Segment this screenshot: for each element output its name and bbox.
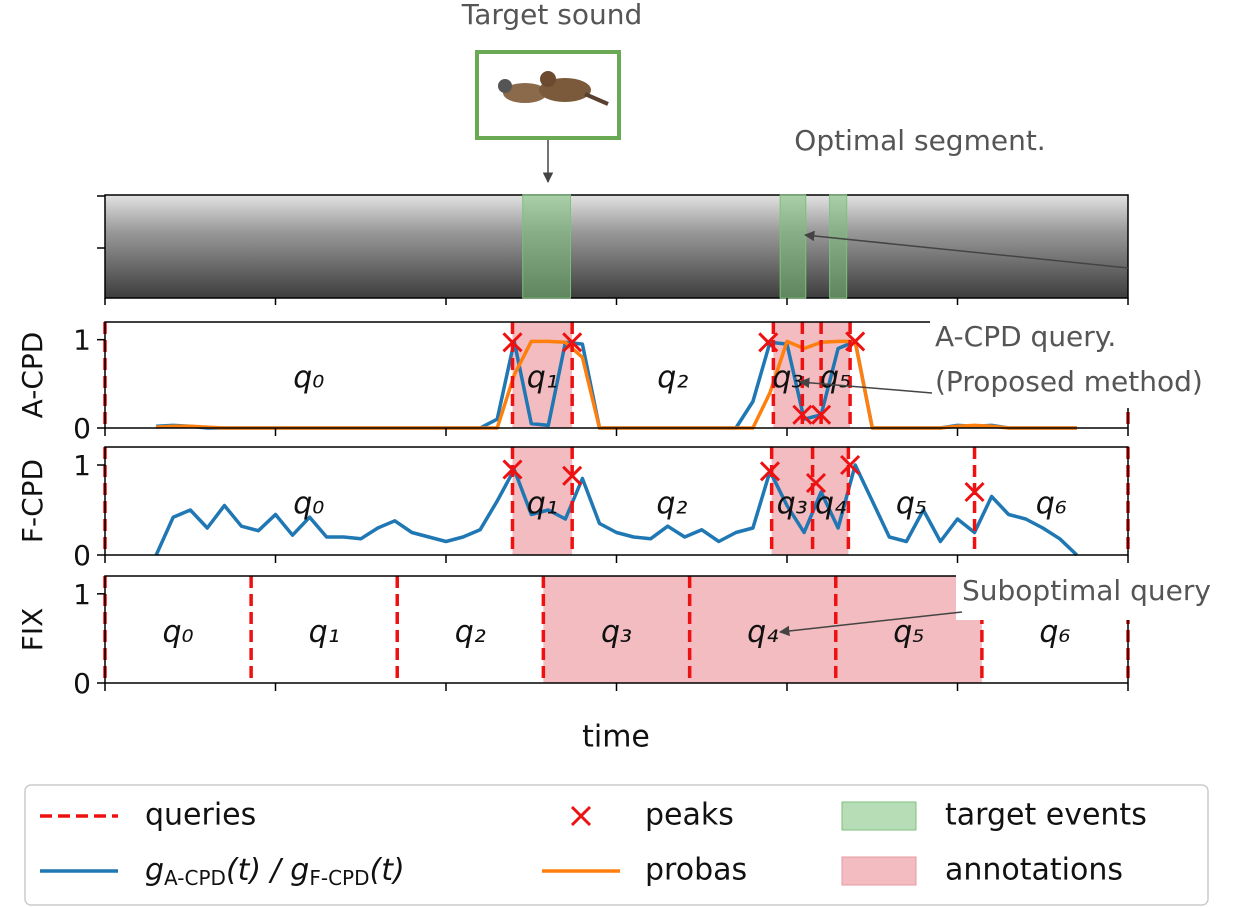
legend-label: gA-CPD(t) / gF-CPD(t): [145, 853, 405, 890]
query-label: q₃: [772, 361, 803, 396]
y-axis-label: FIX: [16, 608, 49, 652]
legend-label: queries: [145, 798, 256, 833]
peak-marker: [562, 332, 583, 353]
peak-marker: [805, 472, 827, 494]
query-label: q₃: [601, 615, 632, 650]
query-label: q₀: [293, 361, 324, 396]
peak-marker: [502, 459, 523, 480]
query-label: q₁: [309, 615, 340, 650]
x-axis-label: time: [582, 720, 650, 755]
query-label: q₅: [893, 615, 924, 650]
spectrogram: [104, 194, 1129, 299]
legend-handle-target-events: [841, 801, 917, 831]
query-label: q₁: [527, 361, 558, 396]
panel: q₀ q₁ q₂ q₃ q₅ 0 1 A-CPD: [16, 321, 1130, 445]
legend-label-part: g: [290, 853, 309, 888]
target-event: [779, 194, 807, 299]
acpd-query-label: A-CPD query.: [935, 320, 1116, 353]
target-event: [829, 194, 848, 299]
query-label: q₀: [293, 487, 324, 522]
suboptimal-query-label: Suboptimal query: [962, 574, 1211, 607]
query-label: q₅: [896, 487, 927, 522]
peak-marker: [811, 404, 832, 425]
legend-label: target events: [945, 798, 1147, 833]
panel: q₀ q₁ q₂ q₃ q₄ q₅ q₆ 0 1 FIX: [16, 575, 1130, 700]
target-events: [104, 194, 1129, 305]
query-label: q₁: [527, 487, 558, 522]
peak-marker: [840, 454, 861, 476]
series-line: [154, 463, 1079, 557]
legend-label-part: F-CPD: [309, 866, 369, 890]
query-label: q₃: [777, 487, 808, 522]
arrow: [778, 611, 963, 637]
peak-marker: [964, 481, 985, 503]
peak-marker: [845, 331, 866, 352]
peak-marker: [759, 461, 781, 482]
legend-handle-peaks: [570, 805, 592, 827]
peak-marker: [562, 465, 583, 486]
query-label: q₀: [163, 615, 194, 650]
annotation-region: [543, 576, 982, 683]
legend-label-part: (t) /: [226, 853, 290, 888]
legend-label-part: g: [145, 853, 164, 888]
legend-label-part: A-CPD: [164, 866, 226, 890]
annotation-box: [956, 574, 1258, 620]
target-event: [522, 194, 571, 299]
y-tick-label: 0: [73, 667, 91, 700]
acpd-query-label: (Proposed method): [935, 365, 1203, 398]
peak-marker: [758, 332, 779, 353]
y-tick-label: 1: [73, 578, 91, 611]
bird-image: [475, 50, 621, 140]
legend-label: probas: [645, 853, 747, 888]
arrow: [798, 377, 933, 394]
query-label: q₂: [657, 361, 688, 396]
y-axis-label: F-CPD: [16, 459, 49, 543]
annotation-region: [773, 322, 851, 428]
target-sound-label: Target sound: [461, 0, 643, 31]
query-label: q₄: [815, 487, 846, 522]
legend-label: peaks: [645, 798, 734, 833]
legend-label-part: (t): [370, 853, 405, 888]
query-label: q₆: [1039, 615, 1070, 650]
query-label: q₄: [747, 615, 778, 650]
peak-marker: [502, 332, 523, 353]
annotation-region: [512, 447, 573, 555]
peak-marker: [792, 404, 813, 425]
query-label: q₆: [1036, 487, 1067, 522]
optimal-segment-label: Optimal segment.: [794, 124, 1045, 157]
query-label: q₅: [820, 361, 851, 396]
query-label: q₂: [455, 615, 486, 650]
legend-handle-annotations: [841, 856, 917, 886]
y-axis-label: A-CPD: [16, 332, 49, 419]
y-tick-label: 1: [73, 324, 91, 357]
query-label: q₂: [656, 487, 687, 522]
annotation-box: [930, 318, 1258, 408]
legend-label: annotations: [945, 853, 1123, 888]
y-tick-label: 0: [73, 539, 91, 572]
panel: q₀ q₁ q₂ q₃ q₄ q₅ q₆ 0 1 F-CPD: [16, 446, 1130, 572]
arrow: [803, 230, 1129, 269]
y-tick-label: 0: [73, 412, 91, 445]
y-tick-label: 1: [73, 449, 91, 482]
